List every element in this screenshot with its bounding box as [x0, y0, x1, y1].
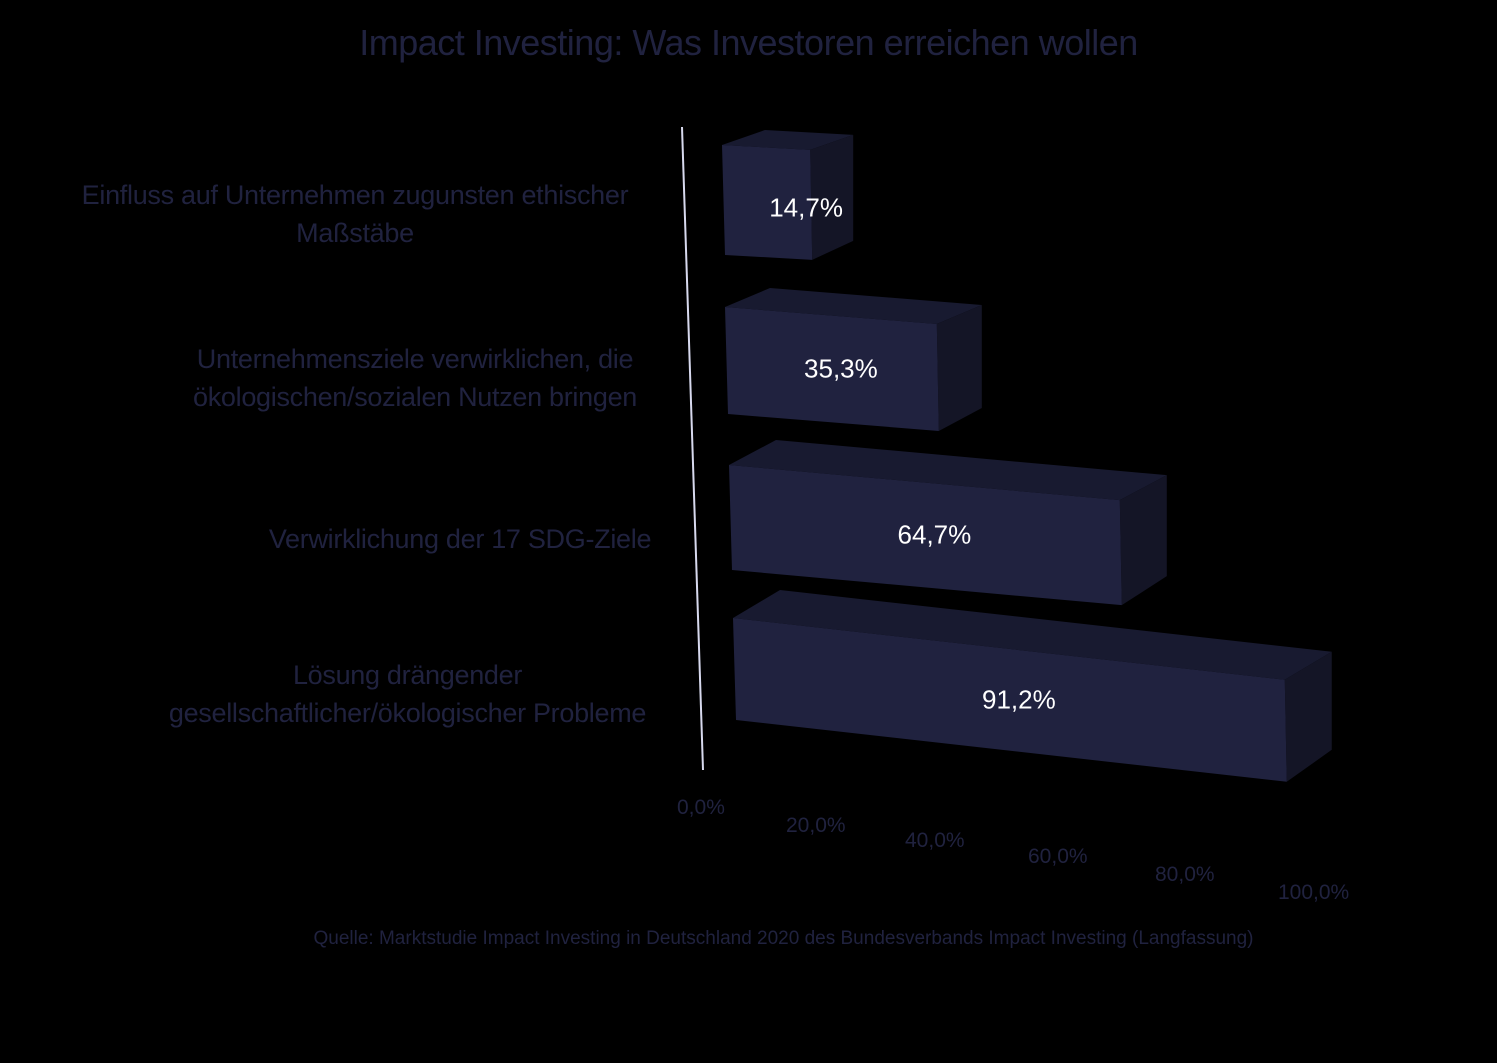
- value-label-3: 91,2%: [982, 684, 1056, 715]
- bar-front-face: [729, 465, 1122, 606]
- value-label-0: 14,7%: [769, 192, 843, 223]
- chart-title: Impact Investing: Was Investoren erreich…: [359, 22, 1138, 63]
- category-label-2: Verwirklichung der 17 SDG-Ziele: [268, 524, 652, 554]
- bar-front-face: [733, 618, 1287, 782]
- bar-side-face: [810, 134, 854, 260]
- value-label-1: 35,3%: [804, 353, 878, 384]
- x-tick-5: 100,0%: [1278, 881, 1350, 904]
- y-axis-line: [681, 126, 704, 771]
- x-tick-2: 40,0%: [905, 829, 965, 852]
- bar-front-face: [725, 307, 939, 431]
- bar-front-face: [722, 145, 813, 260]
- bar-2: [729, 440, 1167, 606]
- x-tick-1: 20,0%: [786, 814, 846, 837]
- bar-3: [733, 590, 1332, 782]
- x-tick-0: 0,0%: [677, 796, 725, 819]
- bar-top-face: [725, 288, 982, 324]
- category-label-0: Einfluss auf Unternehmen zugunsten ethis…: [81, 180, 629, 248]
- category-label-3: Lösung drängender gesellschaftlicher/öko…: [168, 660, 647, 728]
- bar-side-face: [936, 304, 982, 431]
- bar-top-face: [733, 590, 1332, 680]
- x-tick-3: 60,0%: [1028, 845, 1088, 868]
- bar-0: [722, 130, 854, 260]
- bar-1: [725, 288, 982, 431]
- category-label-1: Unternehmensziele verwirklichen, die öko…: [193, 344, 637, 412]
- bar-side-face: [1119, 475, 1167, 606]
- value-label-2: 64,7%: [897, 519, 972, 550]
- bar-top-face: [722, 130, 854, 150]
- x-tick-4: 80,0%: [1155, 863, 1215, 886]
- bar-side-face: [1284, 651, 1332, 782]
- bar-top-face: [729, 440, 1167, 501]
- source-note: Quelle: Marktstudie Impact Investing in …: [313, 928, 1254, 949]
